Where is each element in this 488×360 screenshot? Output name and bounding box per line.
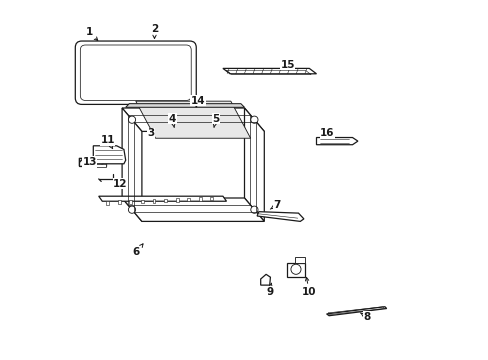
- Polygon shape: [93, 146, 125, 164]
- Polygon shape: [122, 198, 264, 221]
- Polygon shape: [118, 201, 121, 204]
- Polygon shape: [286, 263, 305, 277]
- Polygon shape: [294, 257, 305, 263]
- Text: 2: 2: [151, 24, 158, 39]
- Circle shape: [250, 206, 258, 213]
- Text: 13: 13: [82, 157, 97, 167]
- Text: 7: 7: [270, 200, 280, 210]
- Polygon shape: [136, 101, 250, 138]
- Circle shape: [128, 206, 135, 213]
- Polygon shape: [175, 198, 178, 202]
- Polygon shape: [164, 199, 166, 202]
- Polygon shape: [99, 196, 226, 201]
- Circle shape: [250, 116, 258, 123]
- Polygon shape: [244, 108, 264, 221]
- Polygon shape: [125, 104, 244, 107]
- Polygon shape: [106, 201, 109, 204]
- Polygon shape: [326, 307, 386, 316]
- Polygon shape: [79, 158, 106, 166]
- Text: 12: 12: [113, 179, 127, 189]
- Polygon shape: [260, 274, 270, 285]
- FancyBboxPatch shape: [75, 41, 196, 104]
- Polygon shape: [187, 198, 190, 201]
- Text: 1: 1: [86, 27, 98, 40]
- Polygon shape: [199, 197, 202, 201]
- Circle shape: [290, 264, 301, 274]
- Text: 10: 10: [302, 278, 316, 297]
- Polygon shape: [122, 108, 264, 131]
- Polygon shape: [122, 108, 142, 221]
- Text: 4: 4: [168, 114, 176, 127]
- Circle shape: [128, 116, 135, 123]
- Text: 16: 16: [319, 128, 334, 138]
- Text: 5: 5: [212, 114, 219, 127]
- Text: 9: 9: [265, 283, 273, 297]
- Text: 6: 6: [133, 244, 142, 257]
- Polygon shape: [129, 200, 132, 204]
- Text: 3: 3: [147, 128, 154, 138]
- Polygon shape: [141, 199, 143, 203]
- Text: 15: 15: [280, 60, 294, 70]
- Text: 14: 14: [190, 96, 204, 107]
- Polygon shape: [316, 138, 357, 145]
- Polygon shape: [210, 197, 213, 200]
- Polygon shape: [95, 164, 106, 167]
- Text: 11: 11: [100, 135, 115, 149]
- Polygon shape: [152, 199, 155, 203]
- Text: 8: 8: [360, 312, 370, 322]
- Polygon shape: [257, 212, 303, 221]
- Polygon shape: [223, 68, 316, 74]
